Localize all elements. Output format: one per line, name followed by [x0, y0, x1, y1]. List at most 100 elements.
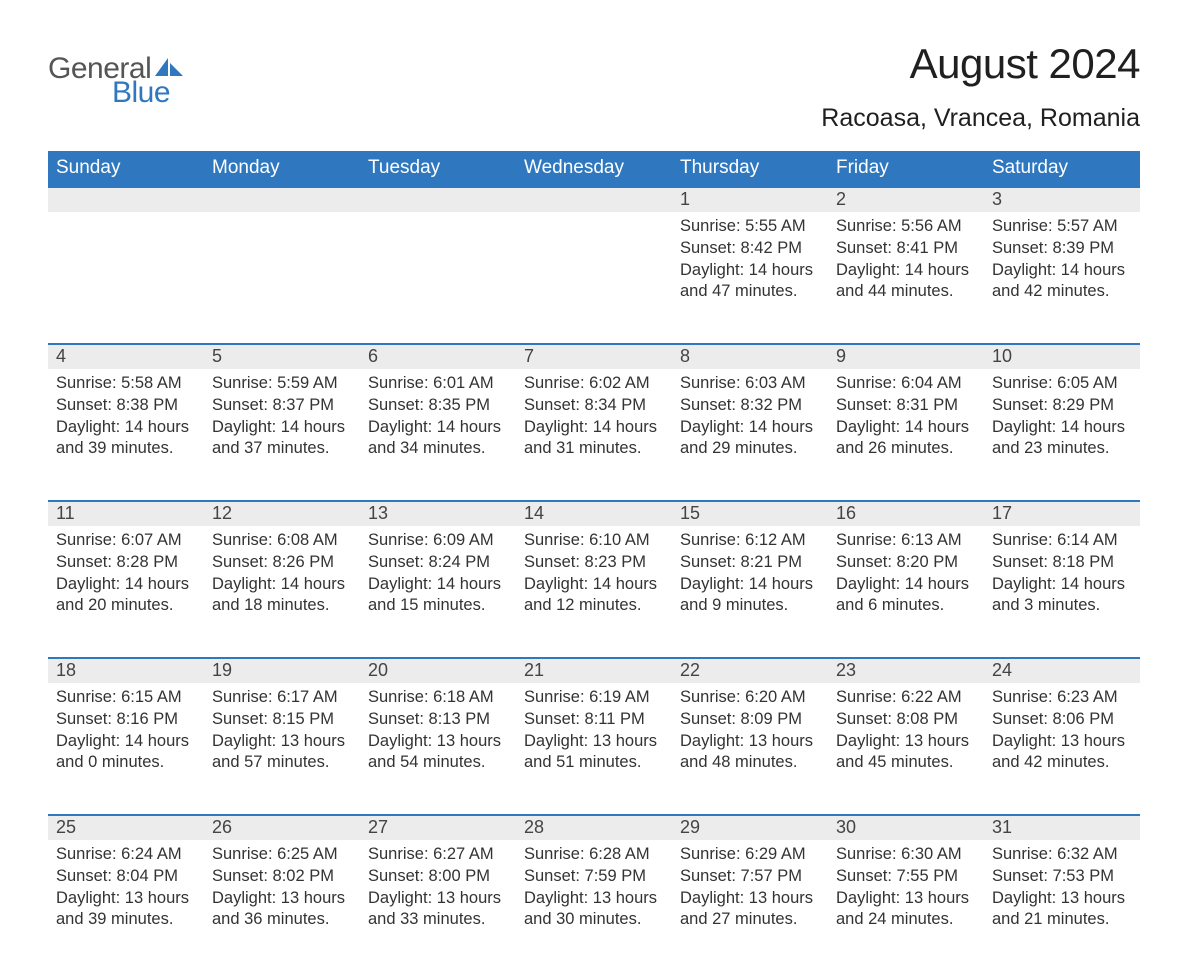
day-cell: Sunrise: 6:09 AMSunset: 8:24 PMDaylight:… — [360, 526, 516, 658]
day-cell: Sunrise: 6:27 AMSunset: 8:00 PMDaylight:… — [360, 840, 516, 972]
sunrise-text: Sunrise: 6:03 AM — [680, 373, 820, 395]
sunrise-text: Sunrise: 6:12 AM — [680, 530, 820, 552]
empty-cell — [516, 187, 672, 212]
daylight-text: Daylight: 13 hours and 27 minutes. — [680, 888, 820, 932]
day-number: 20 — [360, 658, 516, 683]
day-cell: Sunrise: 6:15 AMSunset: 8:16 PMDaylight:… — [48, 683, 204, 815]
daylight-text: Daylight: 13 hours and 39 minutes. — [56, 888, 196, 932]
sunset-text: Sunset: 8:13 PM — [368, 709, 508, 731]
day-cell: Sunrise: 6:20 AMSunset: 8:09 PMDaylight:… — [672, 683, 828, 815]
detail-row: Sunrise: 5:58 AMSunset: 8:38 PM Daylight:… — [48, 369, 1140, 501]
day-cell: Sunrise: 6:28 AMSunset: 7:59 PMDaylight:… — [516, 840, 672, 972]
daylight-text: Daylight: 14 hours and 3 minutes. — [992, 574, 1132, 618]
sunrise-text: Sunrise: 5:56 AM — [836, 216, 976, 238]
day-number: 13 — [360, 501, 516, 526]
day-cell: Sunrise: 6:14 AMSunset: 8:18 PMDaylight:… — [984, 526, 1140, 658]
daylight-text: Daylight: 14 hours and 26 minutes. — [836, 417, 976, 461]
day-cell: Sunrise: 6:29 AMSunset: 7:57 PMDaylight:… — [672, 840, 828, 972]
day-number: 30 — [828, 815, 984, 840]
day-cell: Sunrise: 5:56 AMSunset: 8:41 PMDaylight:… — [828, 212, 984, 344]
sunrise-text: Sunrise: 6:22 AM — [836, 687, 976, 709]
daylight-text: Daylight: 14 hours and 9 minutes. — [680, 574, 820, 618]
weekday-header: Saturday — [984, 151, 1140, 187]
day-cell: Sunrise: 6:32 AMSunset: 7:53 PMDaylight:… — [984, 840, 1140, 972]
sunrise-text: Sunrise: 6:07 AM — [56, 530, 196, 552]
sunset-text: Sunset: 8:38 PM — [56, 395, 196, 417]
daylight-text: Daylight: 13 hours and 45 minutes. — [836, 731, 976, 775]
empty-cell — [48, 212, 204, 344]
empty-cell — [360, 212, 516, 344]
calendar-body: 123Sunrise: 5:55 AMSunset: 8:42 PMDaylig… — [48, 187, 1140, 972]
sunset-text: Sunset: 8:08 PM — [836, 709, 976, 731]
sunset-text: Sunset: 8:31 PM — [836, 395, 976, 417]
sunset-text: Sunset: 8:42 PM — [680, 238, 820, 260]
sunset-text: Sunset: 8:18 PM — [992, 552, 1132, 574]
daylight-text: Daylight: 13 hours and 33 minutes. — [368, 888, 508, 932]
detail-row: Sunrise: 6:07 AMSunset: 8:28 PM Daylight:… — [48, 526, 1140, 658]
day-cell: Sunrise: 6:22 AMSunset: 8:08 PMDaylight:… — [828, 683, 984, 815]
day-number: 25 — [48, 815, 204, 840]
sunrise-text: Sunrise: 6:13 AM — [836, 530, 976, 552]
day-cell: Sunrise: 6:25 AMSunset: 8:02 PMDaylight:… — [204, 840, 360, 972]
sunrise-text: Sunrise: 6:27 AM — [368, 844, 508, 866]
daynum-row: 18192021222324 — [48, 658, 1140, 683]
sunset-text: Sunset: 7:57 PM — [680, 866, 820, 888]
title-block: August 2024 Racoasa, Vrancea, Romania — [821, 40, 1140, 133]
day-cell: Sunrise: 6:30 AMSunset: 7:55 PMDaylight:… — [828, 840, 984, 972]
sunrise-text: Sunrise: 6:28 AM — [524, 844, 664, 866]
weekday-header-row: SundayMondayTuesdayWednesdayThursdayFrid… — [48, 151, 1140, 187]
weekday-header: Sunday — [48, 151, 204, 187]
daynum-row: 11121314151617 — [48, 501, 1140, 526]
sunset-text: Sunset: 8:41 PM — [836, 238, 976, 260]
sunrise-text: Sunrise: 6:19 AM — [524, 687, 664, 709]
weekday-header: Tuesday — [360, 151, 516, 187]
daylight-text: Daylight: 14 hours and 37 minutes. — [212, 417, 352, 461]
daylight-text: Daylight: 14 hours and 34 minutes. — [368, 417, 508, 461]
sunrise-text: Sunrise: 6:02 AM — [524, 373, 664, 395]
empty-cell — [204, 212, 360, 344]
daylight-text: Daylight: 14 hours and 15 minutes. — [368, 574, 508, 618]
day-number: 15 — [672, 501, 828, 526]
day-cell: Sunrise: 6:01 AMSunset: 8:35 PMDaylight:… — [360, 369, 516, 501]
sunrise-text: Sunrise: 6:08 AM — [212, 530, 352, 552]
day-number: 9 — [828, 344, 984, 369]
brand-part2: Blue — [112, 78, 183, 108]
daylight-text: Daylight: 14 hours and 47 minutes. — [680, 260, 820, 304]
sunset-text: Sunset: 8:16 PM — [56, 709, 196, 731]
day-cell: Sunrise: 5:58 AMSunset: 8:38 PMDaylight:… — [48, 369, 204, 501]
daylight-text: Daylight: 13 hours and 51 minutes. — [524, 731, 664, 775]
calendar-table: SundayMondayTuesdayWednesdayThursdayFrid… — [48, 151, 1140, 972]
day-number: 29 — [672, 815, 828, 840]
sunset-text: Sunset: 8:04 PM — [56, 866, 196, 888]
sunrise-text: Sunrise: 6:05 AM — [992, 373, 1132, 395]
daylight-text: Daylight: 14 hours and 23 minutes. — [992, 417, 1132, 461]
daylight-text: Daylight: 13 hours and 54 minutes. — [368, 731, 508, 775]
day-number: 10 — [984, 344, 1140, 369]
day-number: 7 — [516, 344, 672, 369]
day-number: 3 — [984, 187, 1140, 212]
day-cell: Sunrise: 6:23 AMSunset: 8:06 PMDaylight:… — [984, 683, 1140, 815]
sunrise-text: Sunrise: 5:58 AM — [56, 373, 196, 395]
day-number: 17 — [984, 501, 1140, 526]
daylight-text: Daylight: 14 hours and 29 minutes. — [680, 417, 820, 461]
sunrise-text: Sunrise: 6:14 AM — [992, 530, 1132, 552]
sunset-text: Sunset: 8:28 PM — [56, 552, 196, 574]
sunset-text: Sunset: 8:34 PM — [524, 395, 664, 417]
sunset-text: Sunset: 8:06 PM — [992, 709, 1132, 731]
daylight-text: Daylight: 14 hours and 31 minutes. — [524, 417, 664, 461]
sunset-text: Sunset: 8:26 PM — [212, 552, 352, 574]
day-cell: Sunrise: 5:57 AMSunset: 8:39 PMDaylight:… — [984, 212, 1140, 344]
day-number: 12 — [204, 501, 360, 526]
sunset-text: Sunset: 8:20 PM — [836, 552, 976, 574]
page-header: General Blue August 2024 Racoasa, Vrance… — [48, 40, 1140, 133]
day-number: 8 — [672, 344, 828, 369]
empty-cell — [516, 212, 672, 344]
sunset-text: Sunset: 8:21 PM — [680, 552, 820, 574]
weekday-header: Friday — [828, 151, 984, 187]
sunrise-text: Sunrise: 6:30 AM — [836, 844, 976, 866]
sunset-text: Sunset: 8:37 PM — [212, 395, 352, 417]
daynum-row: 123 — [48, 187, 1140, 212]
daylight-text: Daylight: 13 hours and 42 minutes. — [992, 731, 1132, 775]
empty-cell — [204, 187, 360, 212]
sunrise-text: Sunrise: 6:29 AM — [680, 844, 820, 866]
